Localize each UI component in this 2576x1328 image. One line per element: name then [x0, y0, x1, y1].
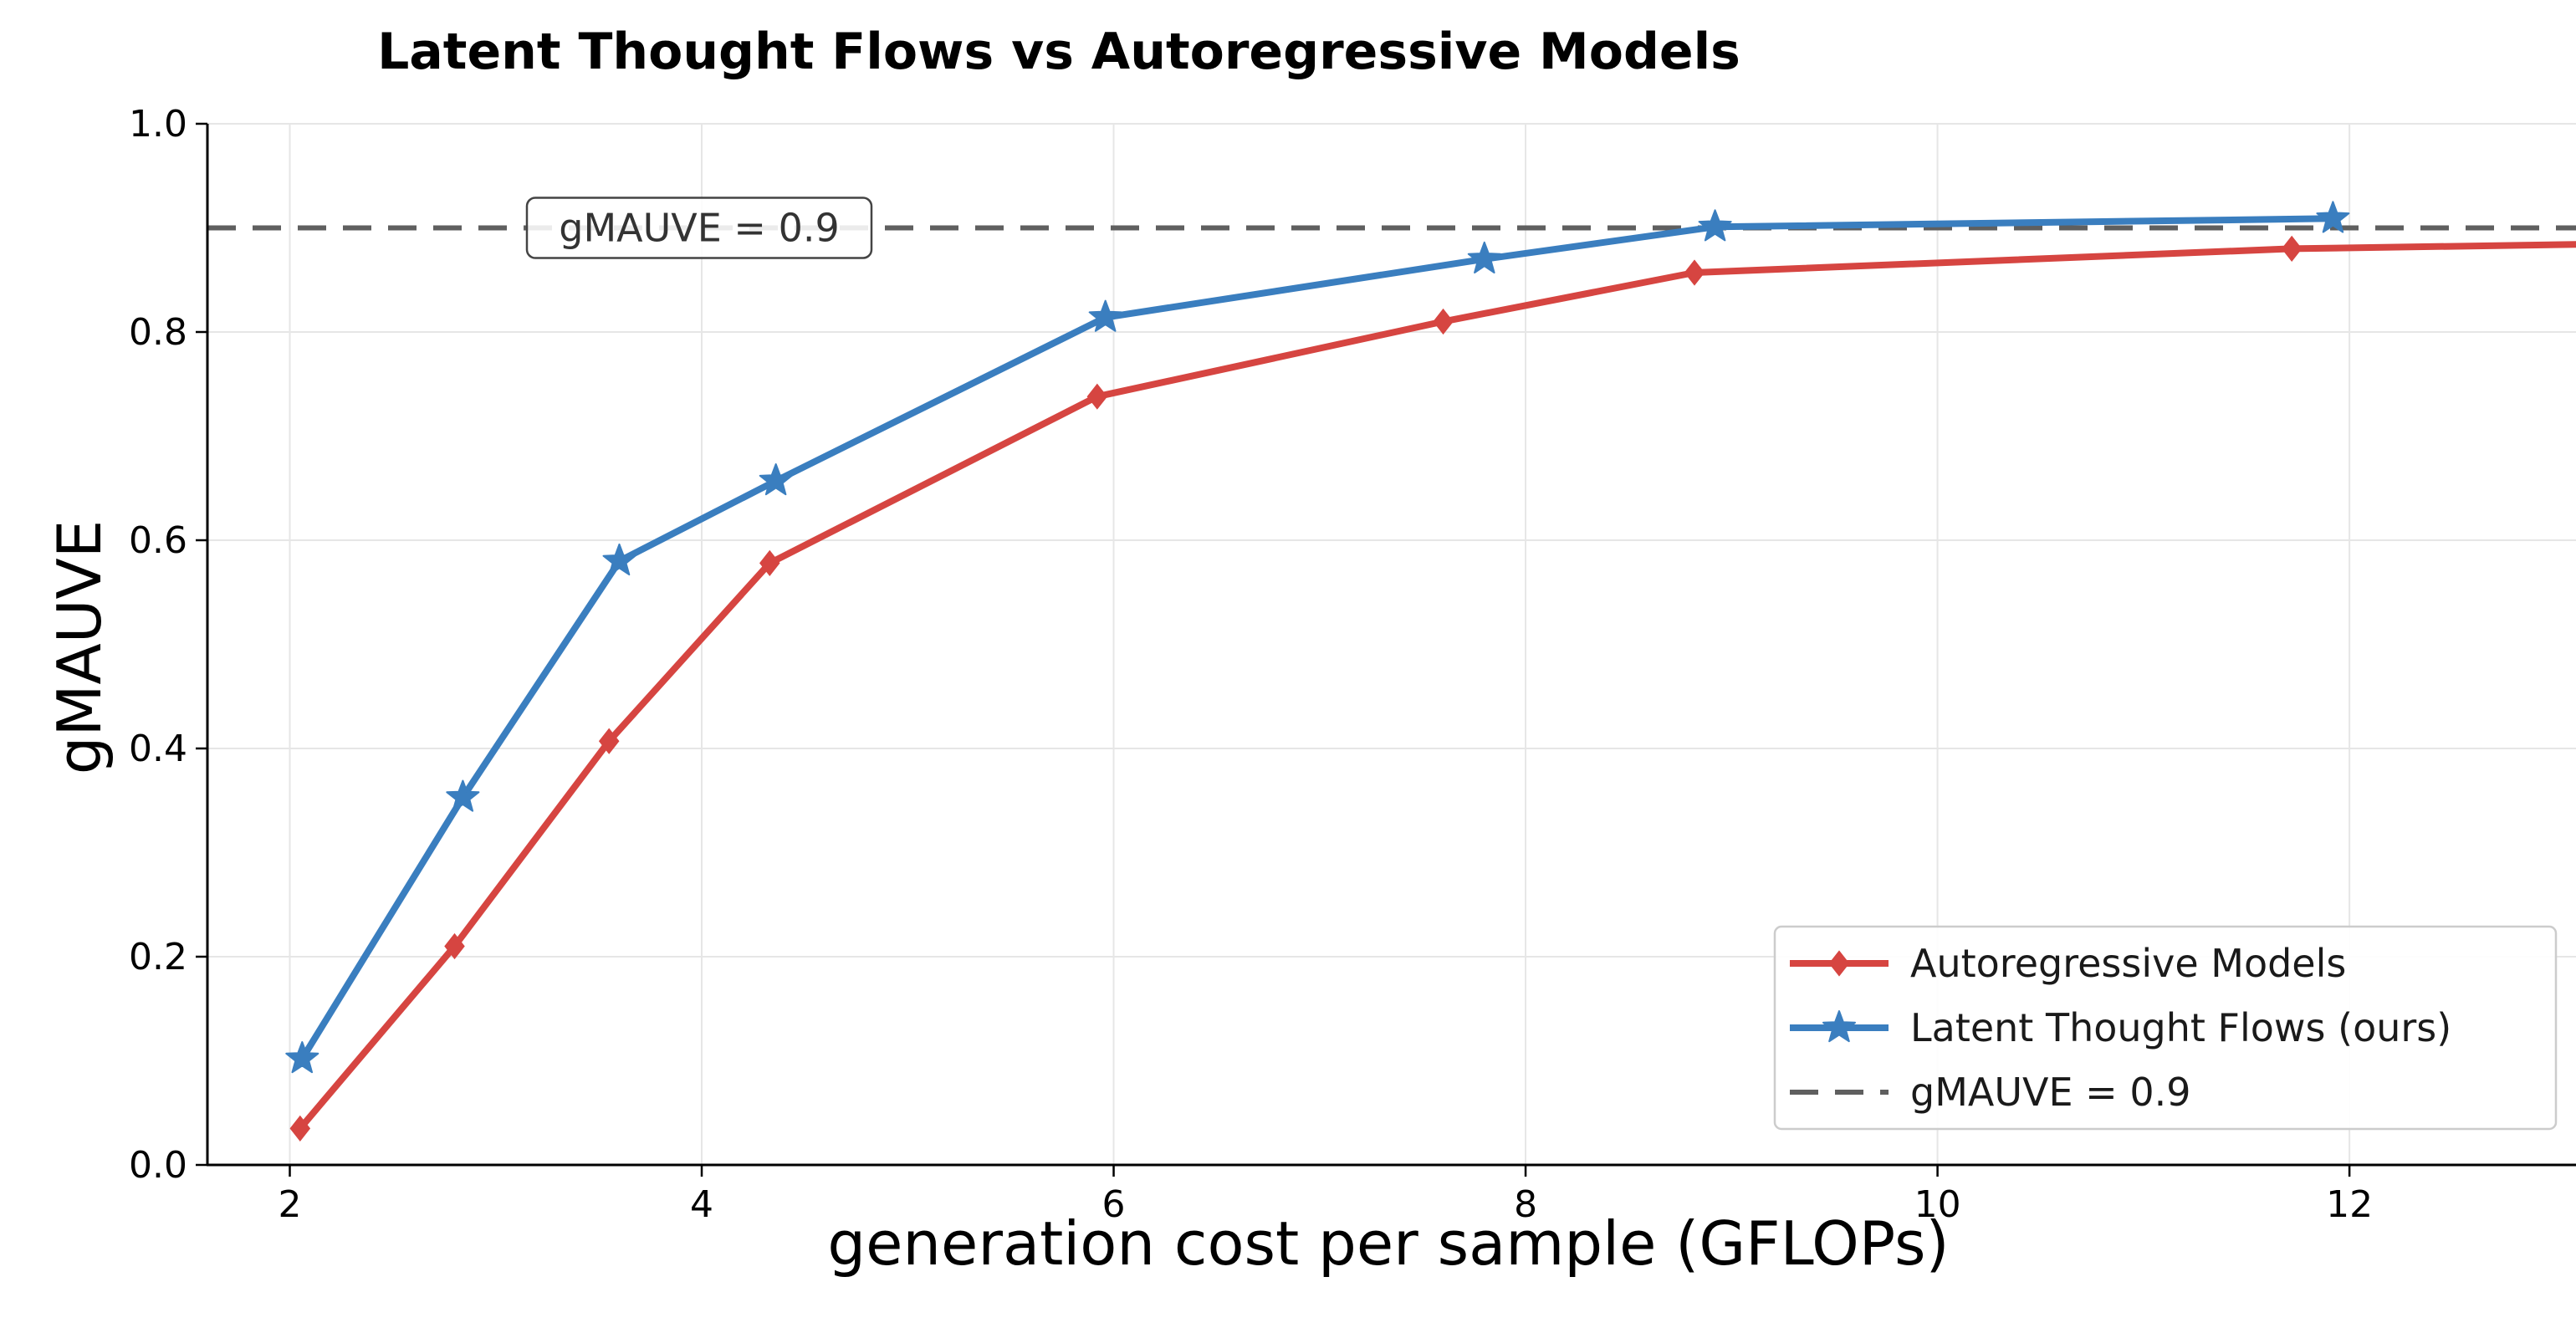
y-tick-label: 0.8: [129, 311, 187, 354]
data-point: [1433, 308, 1454, 335]
legend-entry: Autoregressive Models: [1790, 941, 2346, 986]
data-point: [1684, 259, 1705, 286]
legend-entry: Latent Thought Flows (ours): [1790, 1005, 2451, 1050]
legend-marker: [1828, 950, 1850, 977]
legend-entry: gMAUVE = 0.9: [1790, 1070, 2191, 1115]
legend-label: Autoregressive Models: [1910, 941, 2346, 986]
series-line: [299, 215, 2337, 1062]
data-point: [2281, 235, 2303, 263]
data-point: [1698, 209, 1732, 242]
y-tick-label: 0.6: [129, 519, 187, 562]
x-tick-label: 10: [1914, 1183, 1961, 1226]
data-point: [285, 1041, 319, 1074]
data-point: [446, 779, 480, 812]
chart-title: Latent Thought Flows vs Autoregressive M…: [377, 23, 1740, 81]
annotation-box: [525, 197, 873, 259]
x-tick-label: 12: [2326, 1183, 2373, 1226]
y-axis-label: gMAUVE: [44, 520, 115, 775]
x-axis-label: generation cost per sample (GFLOPs): [827, 1208, 1949, 1279]
data-point: [1088, 299, 1122, 332]
data-point: [2316, 201, 2350, 233]
y-tick-label: 1.0: [129, 103, 187, 146]
data-point: [598, 728, 620, 754]
data-point: [602, 543, 636, 576]
series-latent-thought-flows: [285, 201, 2350, 1074]
x-tick-label: 6: [1102, 1183, 1126, 1226]
data-point: [1086, 383, 1108, 410]
series-autoregressive: [289, 235, 2576, 1142]
legend-label: gMAUVE = 0.9: [1910, 1070, 2191, 1115]
x-tick-label: 2: [279, 1183, 302, 1226]
data-point: [289, 1115, 311, 1142]
annotation-group: gMAUVE = 0.9: [525, 197, 873, 259]
x-tick-label: 8: [1514, 1183, 1537, 1226]
y-tick-label: 0.0: [129, 1144, 187, 1187]
legend-box: [1773, 925, 2558, 1131]
legend: Autoregressive Models Latent Thought Flow…: [1773, 925, 2558, 1131]
data-point: [444, 932, 465, 960]
y-tick-label: 0.2: [129, 936, 187, 978]
annotation-label: gMAUVE = 0.9: [559, 206, 840, 251]
data-point: [759, 549, 780, 577]
legend-label: Latent Thought Flows (ours): [1910, 1005, 2451, 1050]
axes: 2 4 6 8 10 12 0.0 0.2 0.4 0.6 0.8 1.0: [129, 103, 2576, 1226]
y-tick-label: 0.4: [129, 728, 187, 770]
data-point: [759, 463, 793, 496]
series-group: [285, 201, 2576, 1142]
legend-marker: [1822, 1010, 1856, 1043]
data-point: [1467, 241, 1501, 273]
x-tick-label: 4: [690, 1183, 713, 1226]
